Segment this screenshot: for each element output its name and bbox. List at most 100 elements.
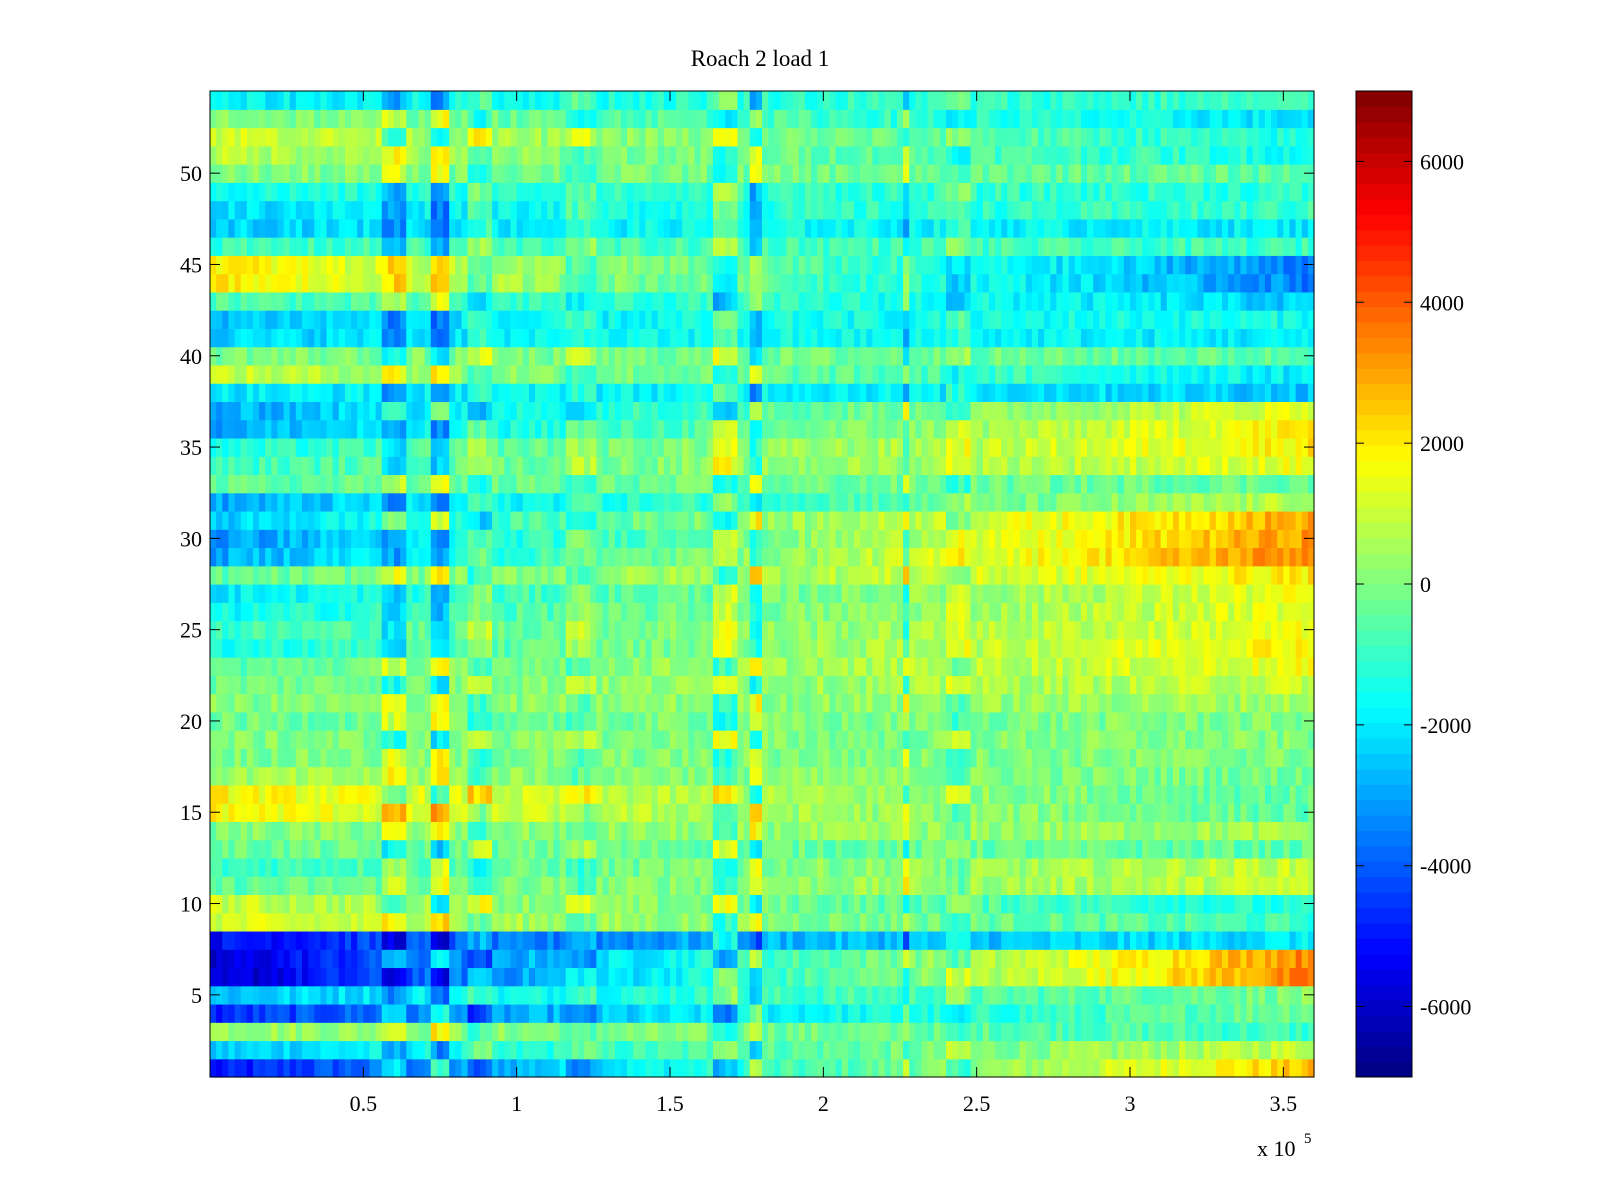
heatmap-cell	[351, 1040, 358, 1060]
heatmap-cell	[1068, 602, 1076, 622]
heatmap-cell	[811, 967, 818, 987]
heatmap-cell	[528, 949, 536, 969]
heatmap-cell	[1234, 912, 1241, 932]
heatmap-cell	[1062, 584, 1070, 603]
heatmap-cell	[964, 839, 972, 859]
heatmap-cell	[584, 857, 591, 877]
heatmap-cell	[608, 565, 616, 585]
heatmap-cell	[363, 949, 371, 969]
heatmap-cell	[541, 894, 548, 914]
heatmap-cell	[210, 584, 217, 603]
heatmap-cell	[602, 638, 610, 658]
heatmap-cell	[878, 748, 886, 768]
heatmap-cell	[1031, 675, 1039, 695]
heatmap-cell	[1185, 821, 1192, 841]
heatmap-cell	[909, 1003, 916, 1023]
heatmap-cell	[645, 711, 653, 731]
heatmap-cell	[1246, 876, 1254, 896]
heatmap-cell	[541, 876, 548, 896]
heatmap-cell	[921, 930, 929, 950]
heatmap-cell	[706, 857, 714, 877]
heatmap-cell	[295, 675, 303, 695]
heatmap-cell	[614, 1040, 622, 1060]
heatmap-cell	[1154, 693, 1162, 713]
heatmap-cell	[651, 1003, 659, 1023]
heatmap-cell	[1099, 985, 1107, 1005]
heatmap-cell	[725, 839, 732, 859]
heatmap-cell	[896, 803, 904, 822]
heatmap-cell	[246, 748, 254, 768]
heatmap-cell	[1258, 638, 1266, 658]
heatmap-cell	[866, 1058, 873, 1078]
heatmap-cell	[982, 839, 990, 859]
heatmap-cell	[1160, 602, 1168, 622]
heatmap-cell	[811, 711, 818, 731]
heatmap-cell	[559, 748, 567, 768]
heatmap-cell	[780, 620, 788, 640]
heatmap-cell	[1209, 1058, 1217, 1078]
heatmap-cell	[289, 1058, 297, 1078]
heatmap-cell	[939, 894, 947, 914]
heatmap-cell	[1172, 876, 1180, 896]
heatmap-cell	[780, 693, 788, 713]
heatmap-cell	[970, 1040, 978, 1060]
heatmap-cell	[1019, 784, 1027, 804]
heatmap-cell	[1111, 985, 1119, 1005]
heatmap-cell	[351, 857, 358, 877]
heatmap-cell	[400, 985, 407, 1005]
heatmap-cell	[228, 857, 236, 877]
heatmap-cell	[289, 602, 297, 622]
heatmap-cell	[1191, 730, 1199, 749]
heatmap-cell	[602, 912, 610, 932]
heatmap-cell	[970, 766, 978, 786]
heatmap-cell	[878, 857, 886, 877]
heatmap-cell	[1166, 876, 1174, 896]
heatmap-cell	[216, 766, 223, 786]
heatmap-cell	[731, 711, 739, 731]
heatmap-cell	[308, 711, 315, 731]
heatmap-cell	[430, 693, 438, 713]
heatmap-cell	[1246, 638, 1254, 658]
heatmap-cell	[338, 1003, 346, 1023]
heatmap-cell	[381, 839, 389, 859]
heatmap-cell	[706, 675, 714, 695]
heatmap-cell	[811, 584, 818, 603]
heatmap-cell	[786, 857, 794, 877]
heatmap-cell	[351, 985, 358, 1005]
heatmap-cell	[854, 967, 861, 987]
heatmap-cell	[731, 1003, 739, 1023]
heatmap-cell	[909, 1022, 916, 1042]
heatmap-cell	[706, 748, 714, 768]
heatmap-cell	[357, 565, 364, 585]
heatmap-cell	[1013, 620, 1021, 640]
heatmap-cell	[1074, 748, 1082, 768]
heatmap-cell	[682, 620, 689, 640]
heatmap-cell	[1044, 784, 1051, 804]
heatmap-cell	[1019, 839, 1027, 859]
heatmap-cell	[982, 565, 990, 585]
heatmap-cell	[1123, 657, 1131, 676]
heatmap-cell	[952, 784, 959, 804]
heatmap-cell	[455, 657, 463, 676]
heatmap-cell	[510, 675, 518, 695]
heatmap-cell	[927, 894, 935, 914]
heatmap-cell	[522, 949, 530, 969]
heatmap-cell	[1301, 584, 1309, 603]
heatmap-cell	[939, 638, 947, 658]
heatmap-cell	[694, 784, 702, 804]
heatmap-cell	[719, 620, 726, 640]
heatmap-cell	[706, 693, 714, 713]
heatmap-cell	[1228, 894, 1235, 914]
heatmap-cell	[578, 949, 585, 969]
heatmap-cell	[1246, 748, 1254, 768]
heatmap-cell	[939, 1003, 947, 1023]
heatmap-cell	[1172, 657, 1180, 676]
heatmap-cell	[1050, 784, 1057, 804]
heatmap-cell	[786, 912, 794, 932]
heatmap-cell	[982, 949, 990, 969]
heatmap-cell	[725, 730, 732, 749]
heatmap-cell	[234, 711, 242, 731]
heatmap-cell	[1172, 748, 1180, 768]
heatmap-cell	[768, 693, 775, 713]
heatmap-cell	[1013, 839, 1021, 859]
